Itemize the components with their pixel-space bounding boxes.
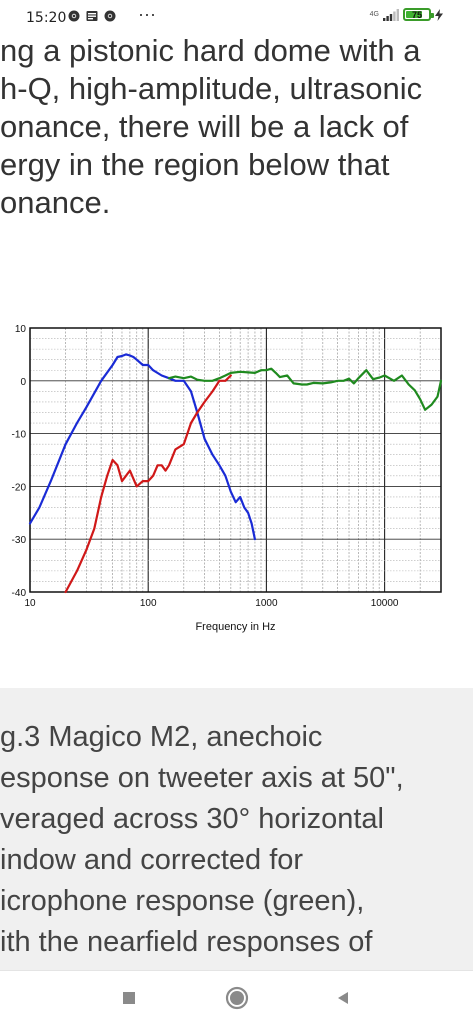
x-tick-labels: 10 100 1000 10000 — [24, 598, 399, 609]
charging-icon — [435, 8, 443, 21]
y-tick-label: 10 — [15, 324, 27, 335]
figure-caption: g.3 Magico M2, anechoic esponse on tweet… — [0, 688, 473, 970]
series-line-0 — [28, 353, 256, 541]
battery-icon: 75 — [403, 8, 434, 21]
notification-icons — [68, 10, 116, 22]
status-time: 15:20 — [26, 10, 67, 26]
y-tick-label: -30 — [12, 535, 27, 546]
article-line: onance. — [0, 185, 111, 220]
article-line: onance, there will be a lack of — [0, 109, 409, 144]
signal-icon — [383, 8, 399, 21]
status-bar: 15:20 ··· 4G 75 — [0, 0, 473, 34]
x-axis-label: Frequency in Hz — [195, 621, 275, 633]
chart-series — [28, 353, 443, 594]
caption-line: ith the nearfield responses of — [0, 926, 373, 958]
back-button[interactable] — [330, 985, 356, 1011]
chrome-icon — [104, 10, 116, 22]
plot-frame — [29, 327, 442, 593]
caption-line: icrophone response (green), — [0, 885, 365, 917]
home-button[interactable] — [224, 985, 250, 1011]
frequency-response-chart: 10 0 -10 -20 -30 -40 10 100 1000 10000 Frequency… — [0, 318, 473, 650]
y-tick-label: -40 — [12, 588, 27, 599]
caption-line: esponse on tweeter axis at 50", — [0, 762, 404, 794]
news-icon — [86, 11, 98, 21]
series-line-1 — [64, 374, 232, 594]
caption-line: g.3 Magico M2, anechoic — [0, 721, 323, 753]
y-tick-labels: 10 0 -10 -20 -30 -40 — [12, 324, 27, 599]
x-tick-label: 10 — [24, 598, 36, 609]
navigation-bar — [0, 970, 473, 1024]
article-line: ergy in the region below that — [0, 147, 390, 182]
x-tick-label: 10000 — [371, 598, 399, 609]
caption-line: veraged across 30° horizontal — [0, 803, 384, 835]
back-triangle-icon — [338, 992, 348, 1004]
recents-button[interactable] — [116, 985, 142, 1011]
home-circle-icon — [225, 986, 249, 1010]
y-tick-label: -20 — [12, 482, 27, 493]
battery-percent: 75 — [411, 9, 422, 20]
y-tick-label: 0 — [20, 377, 26, 388]
x-tick-label: 100 — [140, 598, 157, 609]
series-line-2 — [167, 367, 443, 411]
chart-svg: 100-10-20-30-40 10 100 1000 10000 Frequency… — [12, 324, 443, 633]
recents-square-icon — [123, 992, 135, 1004]
article-line: h-Q, high-amplitude, ultrasonic — [0, 71, 423, 106]
chrome-icon — [68, 10, 80, 22]
more-dots-icon: ··· — [138, 4, 156, 24]
y-tick-label: -10 — [12, 430, 27, 441]
caption-line: indow and corrected for — [0, 844, 304, 876]
chart-grid — [29, 327, 442, 593]
system-icons: 4G 75 — [365, 8, 443, 21]
article-line: ng a pistonic hard dome with a — [0, 33, 421, 68]
network-type: 4G — [369, 11, 379, 18]
article-text: ng a pistonic hard dome with a h-Q, high… — [0, 32, 473, 272]
x-tick-label: 1000 — [255, 598, 278, 609]
